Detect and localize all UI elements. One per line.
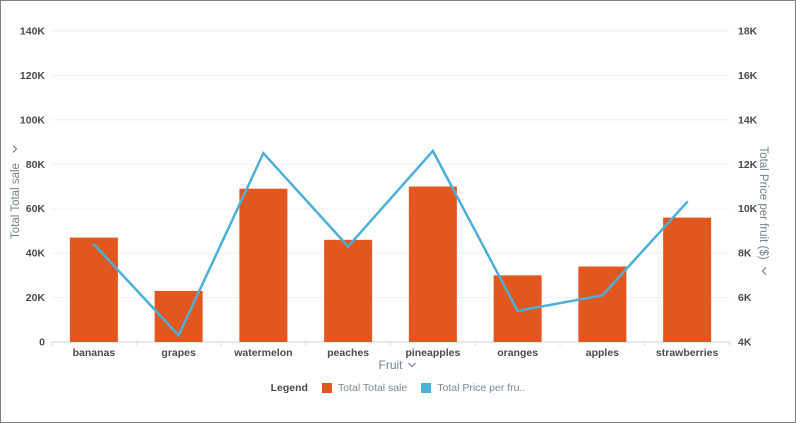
left-axis-tick-label: 60K — [26, 203, 46, 215]
legend-item-price-per-fruit[interactable]: Total Price per fru.. — [421, 382, 525, 394]
bar-strawberries[interactable] — [663, 217, 712, 342]
legend-item-total-sale[interactable]: Total Total sale — [321, 382, 408, 394]
chevron-down-icon — [408, 362, 416, 368]
chevron-down-icon — [12, 145, 18, 153]
legend: Legend Total Total sale Total Price per … — [1, 382, 795, 394]
bar-pineapples[interactable] — [408, 186, 457, 343]
x-axis-title[interactable]: Fruit — [379, 358, 416, 372]
x-axis-label-bananas: bananas — [73, 347, 116, 359]
legend-item-label: Total Total sale — [337, 382, 408, 394]
left-axis-tick-label: 20K — [26, 292, 46, 304]
x-axis-label-strawberries: strawberries — [656, 347, 719, 359]
left-axis-tick-label: 140K — [20, 26, 46, 38]
left-axis-tick-label: 120K — [20, 70, 46, 82]
right-axis-tick-label: 18K — [738, 26, 758, 38]
right-axis-tick-label: 8K — [738, 248, 752, 260]
bar-series-swatch — [321, 383, 332, 393]
left-axis-tick-label: 0 — [39, 337, 45, 349]
chevron-down-icon — [761, 267, 767, 275]
legend-title: Legend — [270, 382, 308, 394]
x-axis-title-label: Fruit — [379, 358, 404, 372]
right-axis-tick-label: 16K — [738, 70, 758, 82]
x-axis-label-grapes: grapes — [161, 347, 196, 359]
right-axis-tick-label: 12K — [738, 159, 758, 171]
right-axis-tick-label: 4K — [738, 337, 752, 349]
x-axis-label-peaches: peaches — [327, 347, 369, 359]
bar-bananas[interactable] — [69, 237, 118, 342]
right-axis-tick-label: 14K — [738, 114, 758, 126]
left-axis-tick-label: 40K — [26, 248, 46, 260]
left-axis-tick-label: 100K — [20, 114, 46, 126]
bar-peaches[interactable] — [324, 239, 373, 342]
line-series-swatch — [421, 383, 432, 393]
x-axis-label-watermelon: watermelon — [233, 347, 292, 359]
right-axis-tick-label: 6K — [738, 292, 752, 304]
x-axis-label-pineapples: pineapples — [405, 347, 460, 359]
left-axis-title[interactable]: Total Total sale — [10, 145, 22, 239]
right-axis-title-label: Total Price per fruit ($) — [757, 146, 769, 259]
right-axis-title[interactable]: Total Price per fruit ($) — [757, 146, 769, 275]
left-axis-title-label: Total Total sale — [10, 163, 22, 239]
x-axis-label-apples: apples — [586, 347, 619, 359]
x-axis-label-oranges: oranges — [497, 347, 538, 359]
price-per-fruit-line[interactable] — [92, 148, 689, 338]
right-axis-tick-label: 10K — [738, 203, 758, 215]
left-axis-tick-label: 80K — [26, 159, 46, 171]
bar-watermelon[interactable] — [239, 188, 288, 342]
legend-item-label: Total Price per fru.. — [437, 382, 526, 394]
